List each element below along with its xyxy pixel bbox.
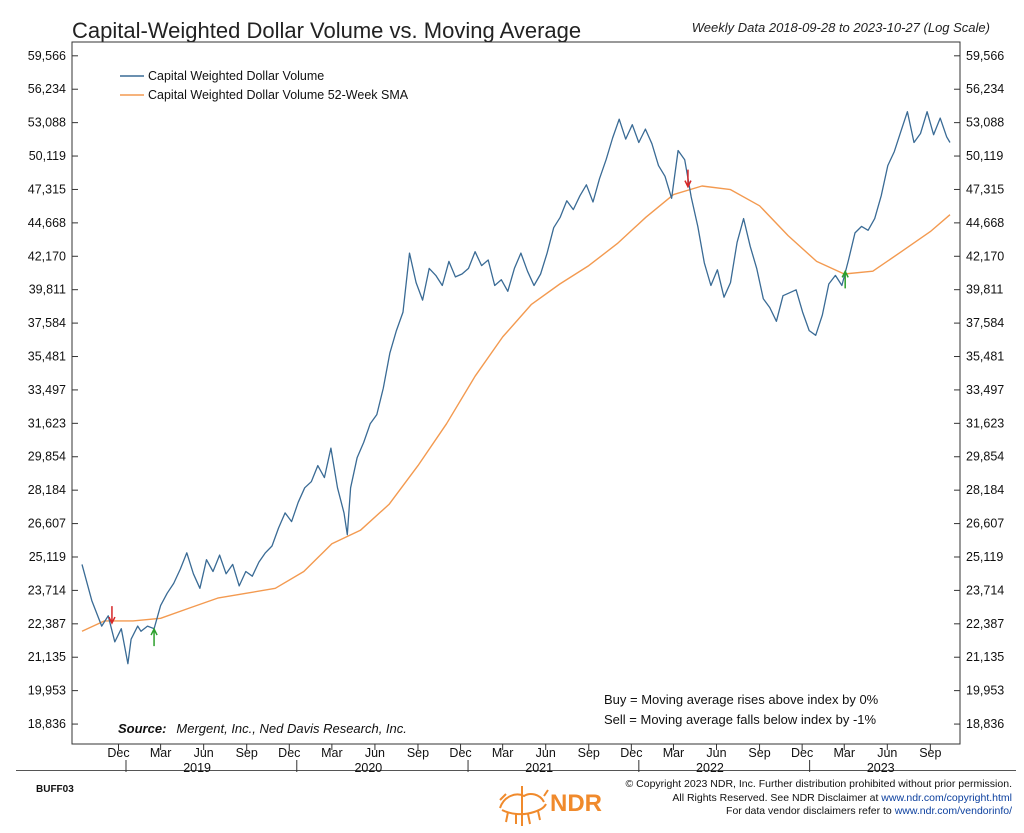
y-tick-label-left: 47,315 [28,182,66,196]
sma-series-line [81,185,951,632]
buy-signal-arrow [150,627,158,647]
y-tick-label-left: 37,584 [28,316,66,330]
chart-title: Capital-Weighted Dollar Volume vs. Movin… [72,18,582,43]
y-tick-label-right: 50,119 [966,149,1003,163]
footer-divider [16,770,1016,771]
x-tick-label: Jun [194,746,214,760]
legend-label: Capital Weighted Dollar Volume 52-Week S… [148,88,409,102]
x-tick-label: Mar [833,746,855,760]
disclaimer-line: All Rights Reserved. See NDR Disclaimer … [626,791,1012,806]
y-tick-label-left: 22,387 [28,617,66,631]
x-tick-label: Dec [620,746,642,760]
chart-subtitle: Weekly Data 2018-09-28 to 2023-10-27 (Lo… [691,20,990,35]
y-tick-label-right: 25,119 [966,550,1003,564]
ndr-logo-text: NDR [550,790,602,817]
x-tick-label: Sep [578,746,600,760]
year-label: 2019 [183,761,211,775]
plot-frame [71,41,961,745]
sell-rule: Sell = Moving average falls below index … [604,712,877,727]
y-tick-label-right: 21,135 [966,650,1004,664]
copyright-link[interactable]: www.ndr.com/copyright.html [881,791,1012,804]
y-tick-label-left: 42,170 [28,249,66,263]
y-tick-label-right: 33,497 [966,383,1004,397]
signal-rules: Buy = Moving average rises above index b… [604,690,878,730]
y-tick-label-right: 23,714 [966,583,1004,597]
x-tick-label: Jun [706,746,726,760]
y-tick-label-right: 47,315 [966,182,1004,196]
y-tick-label-right: 37,584 [966,316,1004,330]
y-tick-label-right: 53,088 [966,116,1004,130]
y-tick-label-left: 29,854 [28,450,66,464]
vendor-line: For data vendor disclaimers refer to www… [626,805,1012,819]
y-tick-label-left: 19,953 [28,684,66,698]
ndr-logo: NDR [494,782,614,828]
y-tick-label-right: 31,623 [966,416,1004,430]
sell-signal-arrow [684,169,692,189]
y-tick-label-right: 35,481 [966,350,1004,364]
y-tick-label-right: 22,387 [966,617,1004,631]
y-tick-label-left: 21,135 [28,650,66,664]
y-tick-label-left: 26,607 [28,517,66,531]
chart-code: BUFF03 [36,784,74,795]
y-tick-label-left: 31,623 [28,416,66,430]
y-tick-label-right: 59,566 [966,49,1004,63]
y-tick-label-left: 33,497 [28,383,66,397]
legend-label: Capital Weighted Dollar Volume [148,69,324,83]
buy-signal-arrow [841,269,849,289]
source-note: Source: Mergent, Inc., Ned Davis Research… [118,721,407,736]
x-tick-label: Sep [407,746,429,760]
source-label: Source: [118,721,167,736]
y-tick-label-right: 29,854 [966,450,1004,464]
y-tick-label-right: 39,811 [966,283,1003,297]
buy-rule: Buy = Moving average rises above index b… [604,692,879,707]
x-tick-label: Sep [919,746,941,760]
sell-signal-arrow [108,606,116,625]
y-tick-label-left: 23,714 [28,583,66,597]
y-tick-label-left: 18,836 [28,717,66,731]
y-tick-label-left: 28,184 [28,483,66,497]
y-tick-label-right: 44,668 [966,216,1004,230]
x-tick-label: Dec [791,746,813,760]
x-tick-label: Jun [365,746,385,760]
y-tick-label-left: 25,119 [29,550,66,564]
year-label: 2023 [867,761,895,775]
y-tick-label-right: 42,170 [966,249,1004,263]
y-tick-label-right: 18,836 [966,717,1004,731]
vendor-link[interactable]: www.ndr.com/vendorinfo/ [894,805,1012,817]
disclaimer-prefix: All Rights Reserved. See NDR Disclaimer … [672,791,879,804]
x-tick-label: Mar [150,746,172,760]
x-tick-label: Mar [321,746,343,760]
x-tick-label: Mar [492,746,514,760]
y-tick-label-left: 39,811 [29,283,66,297]
y-tick-label-right: 28,184 [966,483,1004,497]
y-tick-label-left: 59,566 [28,49,66,63]
y-tick-label-left: 56,234 [28,82,66,96]
y-tick-label-left: 53,088 [28,116,66,130]
year-label: 2021 [525,761,553,775]
x-tick-label: Dec [278,746,300,760]
x-tick-label: Sep [236,746,258,760]
x-tick-label: Dec [449,746,471,760]
year-label: 2022 [696,761,724,775]
y-tick-label-left: 44,668 [28,216,66,230]
y-tick-label-right: 19,953 [966,684,1004,698]
y-tick-label-right: 26,607 [966,517,1004,531]
x-tick-label: Sep [748,746,770,760]
y-tick-label-right: 56,234 [966,82,1004,96]
bull-bear-icon [499,786,549,826]
copyright-line: © Copyright 2023 NDR, Inc. Further distr… [625,778,1013,790]
x-tick-label: Mar [663,746,685,760]
index-series-line [81,111,951,665]
year-label: 2020 [354,761,382,775]
vendor-prefix: For data vendor disclaimers refer to [726,805,892,817]
source-text: Mergent, Inc., Ned Davis Research, Inc. [176,721,407,736]
y-tick-label-left: 35,481 [28,350,66,364]
x-tick-label: Jun [536,746,556,760]
x-tick-label: Dec [107,746,129,760]
copyright-footer: © Copyright 2023 NDR, Inc. Further distr… [626,778,1013,819]
y-tick-label-left: 50,119 [29,149,66,163]
x-tick-label: Jun [877,746,897,760]
